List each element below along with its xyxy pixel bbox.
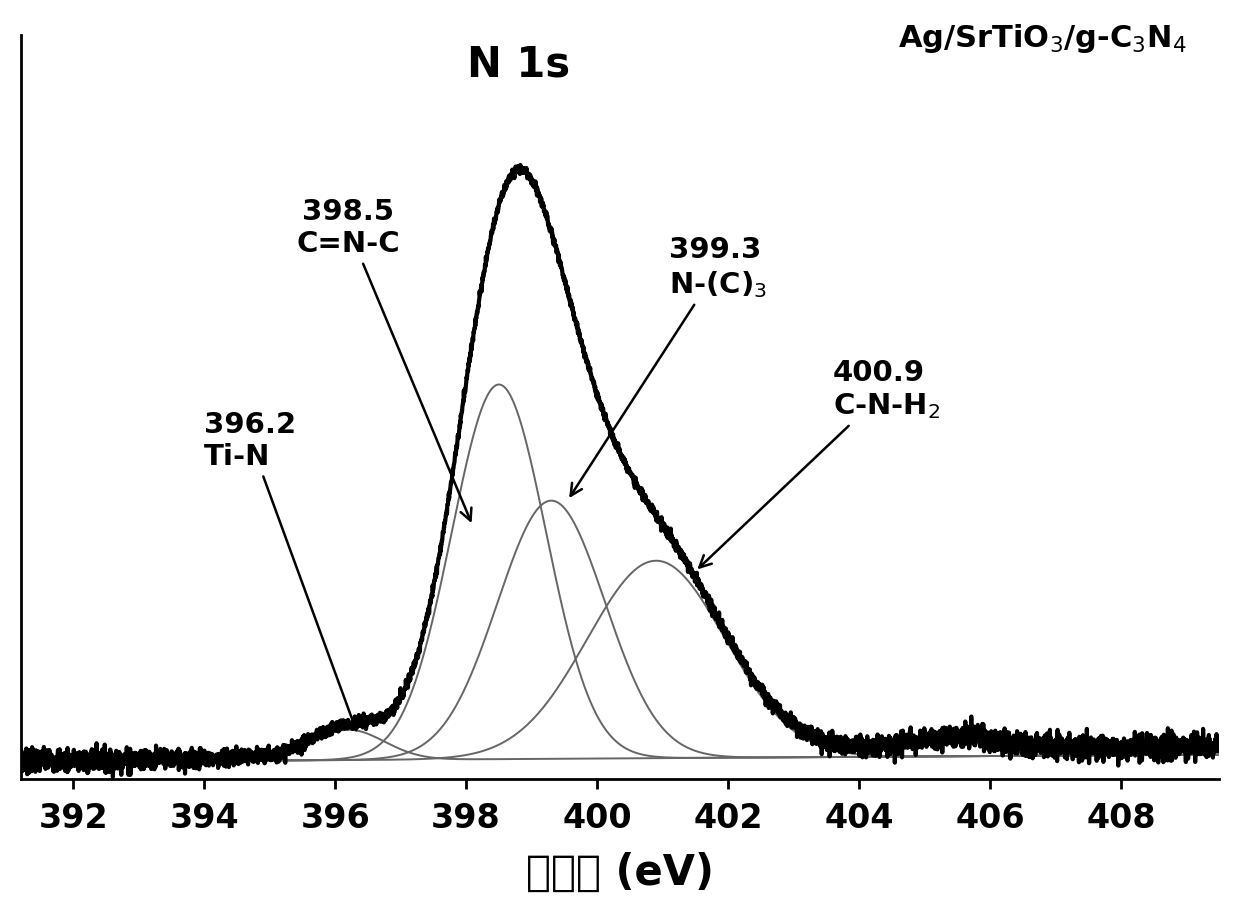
Text: 399.3
N-(C)$_3$: 399.3 N-(C)$_3$ <box>570 236 768 496</box>
Text: 396.2
Ti-N: 396.2 Ti-N <box>205 411 357 730</box>
Text: 398.5
C=N-C: 398.5 C=N-C <box>296 198 471 521</box>
X-axis label: 结合能 (eV): 结合能 (eV) <box>526 852 714 894</box>
Text: Ag/SrTiO$_3$/g-C$_3$N$_4$: Ag/SrTiO$_3$/g-C$_3$N$_4$ <box>898 22 1187 55</box>
Text: N 1s: N 1s <box>467 43 570 85</box>
Text: 400.9
C-N-H$_2$: 400.9 C-N-H$_2$ <box>699 359 940 567</box>
